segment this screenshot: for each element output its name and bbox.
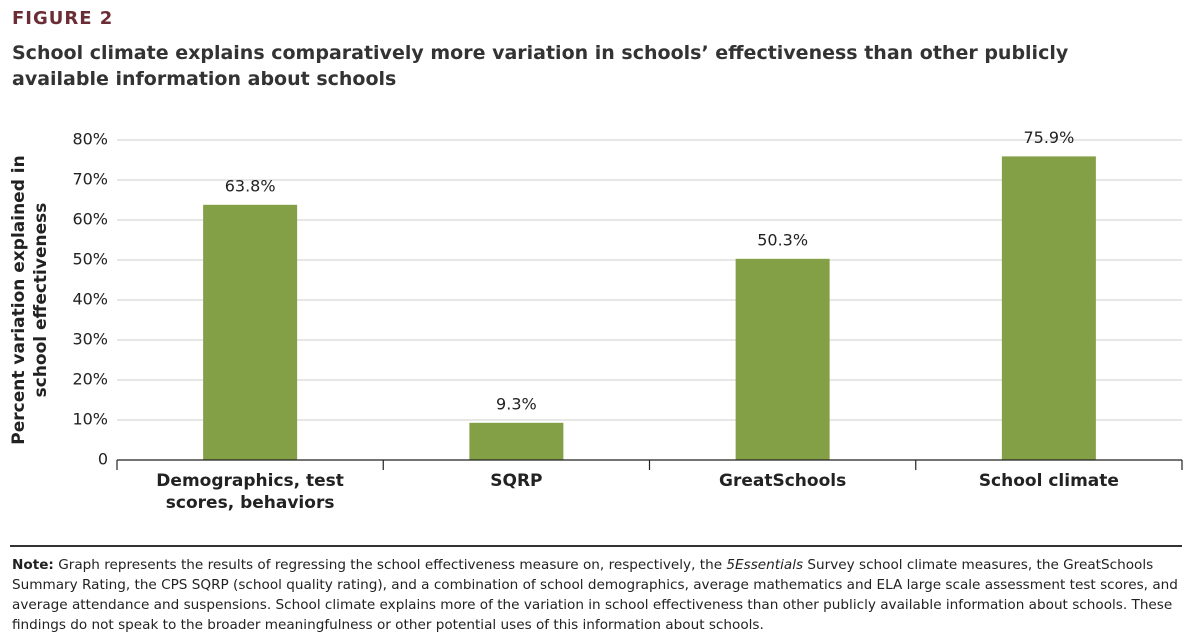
figure-label: FIGURE 2 (12, 8, 114, 29)
y-tick-label: 50% (72, 250, 108, 269)
y-tick-label: 60% (72, 210, 108, 229)
value-label: 63.8% (225, 176, 276, 195)
y-tick-label: 70% (72, 170, 108, 189)
separator (10, 545, 1182, 547)
x-tick-label: School climate (978, 471, 1119, 491)
bar (1001, 156, 1096, 460)
note-label: Note: (12, 557, 54, 573)
chart-title: School climate explains comparatively mo… (12, 42, 1069, 90)
y-tick-label: 20% (72, 370, 108, 389)
value-label: 50.3% (757, 230, 808, 249)
note-text: Survey school climate measures, the Grea… (12, 557, 1178, 633)
bar (203, 204, 298, 460)
note-italic: 5Essentials (726, 557, 804, 573)
bar (735, 258, 830, 460)
y-tick-label: 30% (72, 330, 108, 349)
y-axis-title: Percent variation explained in school ef… (9, 155, 51, 445)
note-text: Graph represents the results of regressi… (53, 557, 727, 573)
note: Note: Graph represents the results of re… (12, 555, 1187, 635)
y-tick-label: 10% (72, 410, 108, 429)
x-tick-label: Demographics, test scores, behaviors (156, 471, 344, 513)
y-tick-label: 40% (72, 290, 108, 309)
x-tick-label: SQRP (490, 471, 543, 491)
value-label: 9.3% (496, 394, 537, 413)
y-tick-label: 0 (98, 450, 108, 469)
value-label: 75.9% (1023, 128, 1074, 147)
x-tick-label: GreatSchools (719, 471, 847, 491)
y-tick-label: 80% (72, 130, 108, 149)
bar (469, 422, 564, 460)
